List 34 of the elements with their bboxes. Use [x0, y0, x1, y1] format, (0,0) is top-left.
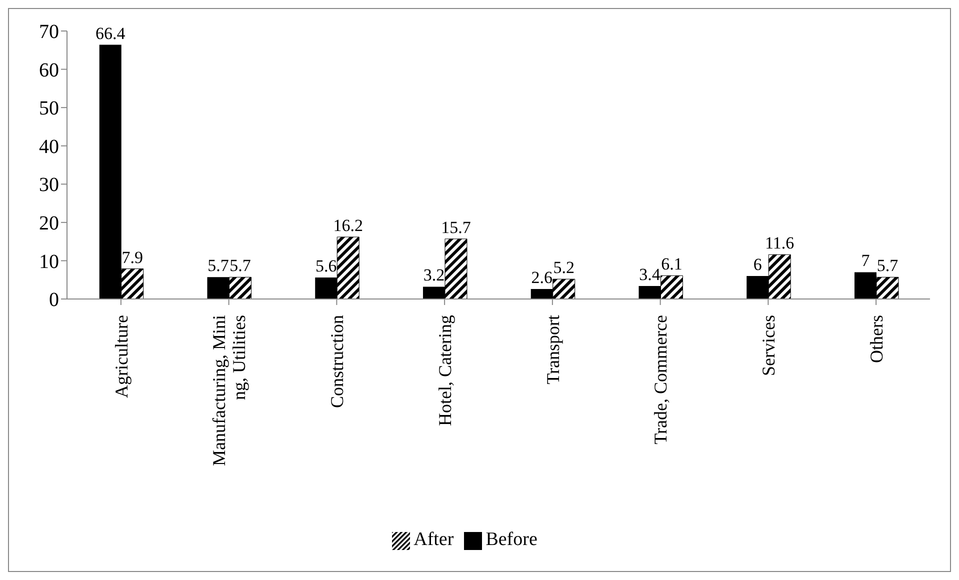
x-tick-label: Manufacturing, Mining, Utilities — [209, 315, 250, 466]
data-label: 6 — [753, 255, 762, 274]
y-tick-label: 40 — [39, 136, 59, 158]
y-tick-label: 70 — [39, 21, 59, 44]
y-tick-label: 0 — [49, 289, 59, 312]
data-label: 7 — [861, 251, 870, 270]
y-tick-label: 30 — [39, 174, 59, 196]
x-tick-label: Agriculture — [111, 314, 132, 398]
y-tick-label: 60 — [39, 59, 59, 82]
data-label: 15.7 — [441, 218, 472, 237]
data-label: 5.7 — [208, 256, 230, 276]
x-tick-label: Hotel, Catering — [434, 315, 455, 426]
y-tick-label: 20 — [39, 212, 59, 235]
data-label: 3.4 — [639, 264, 661, 284]
data-label: 16.2 — [333, 216, 363, 235]
x-tick-label: Others — [866, 315, 886, 363]
x-tick-label: Transport — [542, 315, 563, 384]
x-tick-label: Trade, Commerce — [650, 314, 671, 444]
x-tick-label: Construction — [326, 315, 347, 408]
y-tick-label: 10 — [39, 250, 59, 273]
legend-label: After — [414, 529, 454, 550]
data-label: 5.2 — [553, 258, 574, 278]
data-label: 5.7 — [230, 256, 252, 276]
x-tick-label: Services — [758, 315, 778, 376]
legend-label: Before — [486, 529, 538, 550]
data-label: 11.6 — [765, 234, 794, 253]
data-label: 5.6 — [315, 256, 337, 276]
data-label: 6.1 — [661, 254, 682, 274]
data-label: 3.2 — [423, 266, 445, 285]
data-label: 2.6 — [531, 268, 552, 288]
y-tick-label: 50 — [39, 98, 59, 120]
data-label: 5.7 — [876, 256, 899, 276]
data-label: 7.9 — [122, 248, 143, 267]
data-label: 66.4 — [95, 24, 126, 43]
